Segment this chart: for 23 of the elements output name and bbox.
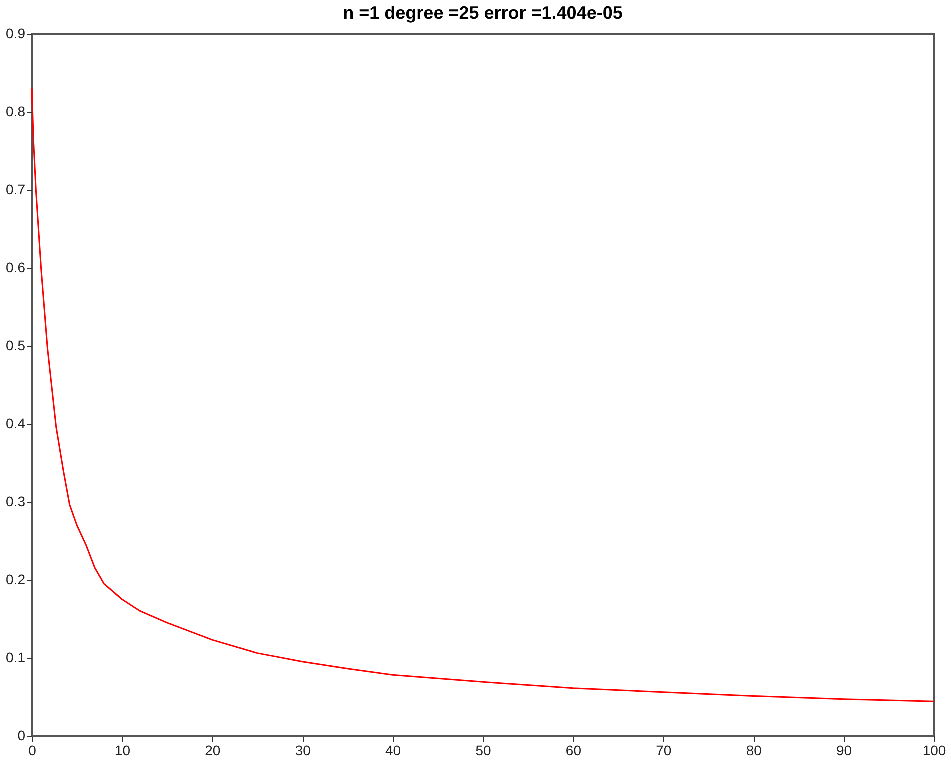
y-tick-label: 0.1 (6, 650, 26, 666)
y-tick-label: 0.3 (6, 494, 26, 510)
x-tick-label: 60 (566, 742, 582, 758)
x-tick-label: 20 (205, 742, 221, 758)
y-tick-label: 0.9 (6, 26, 26, 42)
x-tick-label: 30 (295, 742, 312, 758)
y-tick-label: 0.5 (6, 338, 26, 354)
x-tick-label: 40 (386, 742, 402, 758)
x-tick-label: 70 (656, 742, 672, 758)
y-tick-label: 0.7 (6, 182, 26, 198)
x-tick-label: 0 (28, 742, 37, 758)
line-series (31, 88, 935, 702)
x-tick-label: 90 (836, 742, 852, 758)
x-tick-label: 80 (746, 742, 762, 758)
y-tick-label: 0.4 (6, 416, 26, 432)
y-tick-label: 0 (18, 728, 26, 744)
y-tick-label: 0.2 (6, 572, 26, 588)
y-tick-label: 0.8 (6, 104, 26, 120)
x-tick-label: 100 (922, 742, 946, 758)
chart-title: n =1 degree =25 error =1.404e-05 (343, 3, 623, 23)
x-tick-label: 10 (114, 742, 131, 758)
y-tick-label: 0.6 (6, 260, 26, 276)
x-tick-label: 50 (476, 742, 492, 758)
